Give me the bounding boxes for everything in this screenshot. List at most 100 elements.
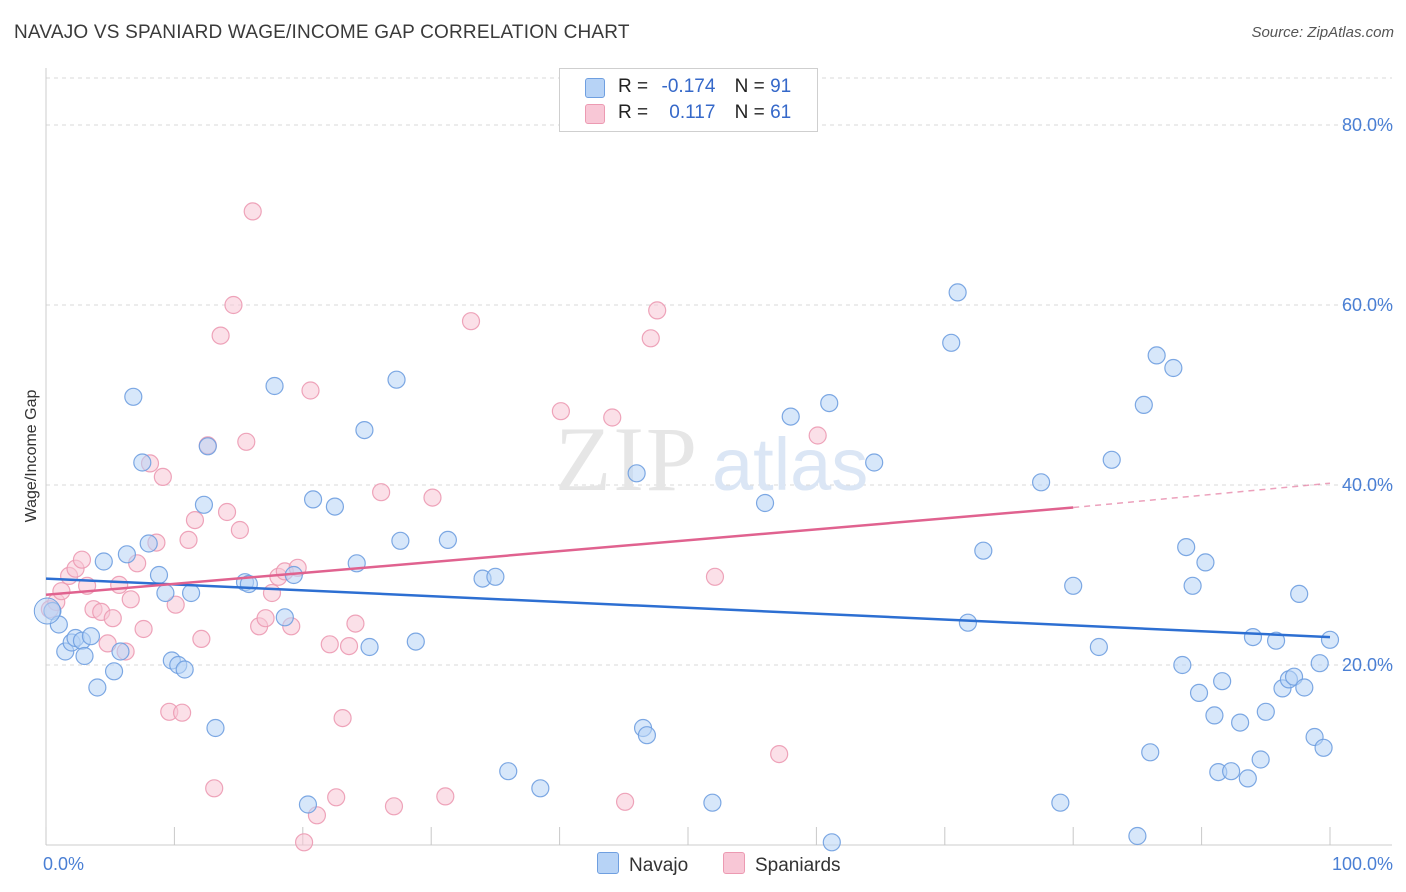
watermark-atlas: atlas (712, 423, 868, 506)
spaniards-point-56 (641, 329, 660, 348)
navajo-point-53 (942, 333, 961, 352)
navajo-point-7 (81, 627, 101, 646)
navajo-r-label: R = (618, 76, 649, 97)
spaniards-point-53 (551, 402, 570, 421)
navajo-point-62 (1128, 826, 1147, 846)
navajo-n-label: N = (734, 76, 765, 97)
bottom-spaniards-swatch (723, 852, 745, 874)
spaniards-point-32 (243, 202, 262, 221)
spaniards-n-label: N = (734, 102, 765, 123)
navajo-point-17 (156, 583, 175, 603)
navajo-point-23 (198, 437, 217, 456)
watermark-zip: ZIP (555, 408, 699, 510)
spaniards-point-22 (179, 530, 198, 550)
navajo-point-63 (1134, 395, 1153, 414)
spaniards-trendline (45, 506, 1074, 597)
spaniards-point-35 (262, 583, 282, 603)
navajo-point-90 (1320, 630, 1340, 649)
x-tick-label-min: 0.0% (43, 854, 84, 874)
navajo-point-76 (1231, 713, 1250, 732)
spaniards-point-34 (256, 609, 275, 628)
navajo-r-value: -0.174 (661, 76, 716, 97)
spaniards-points (40, 202, 827, 852)
spaniards-point-46 (339, 636, 359, 656)
navajo-point-71 (1196, 553, 1215, 572)
navajo-point-8 (88, 678, 107, 697)
bottom-legend-navajo: Navajo (597, 852, 688, 877)
navajo-point-78 (1243, 627, 1263, 647)
spaniards-point-51 (436, 787, 455, 806)
spaniards-point-11 (110, 575, 129, 595)
navajo-point-48 (755, 493, 775, 513)
navajo-point-27 (265, 376, 284, 396)
navajo-point-24 (206, 718, 225, 738)
navajo-point-34 (355, 421, 374, 440)
spaniards-point-52 (461, 312, 481, 331)
navajo-point-30 (298, 795, 318, 814)
navajo-point-67 (1173, 655, 1192, 675)
navajo-point-68 (1177, 537, 1196, 557)
spaniards-point-59 (770, 744, 789, 764)
spaniards-point-10 (103, 609, 122, 628)
navajo-point-56 (974, 541, 993, 560)
navajo-point-14 (133, 453, 152, 472)
navajo-point-69 (1183, 576, 1202, 595)
navajo-point-16 (149, 565, 169, 585)
navajo-point-52 (865, 453, 884, 472)
spaniards-trendline-extension (1073, 482, 1331, 509)
bottom-legend-spaniards: Spaniards (723, 852, 841, 877)
bottom-navajo-swatch (597, 852, 619, 874)
bottom-spaniards-label: Spaniards (755, 855, 841, 876)
navajo-trendline (45, 577, 1331, 639)
spaniards-point-50 (423, 488, 442, 507)
navajo-point-57 (1031, 473, 1051, 492)
bottom-navajo-label: Navajo (629, 855, 689, 876)
navajo-point-65 (1147, 346, 1166, 365)
spaniards-point-58 (705, 567, 725, 586)
spaniards-point-20 (166, 595, 185, 614)
spaniards-point-27 (211, 326, 230, 345)
navajo-point-6 (75, 646, 94, 666)
navajo-point-15 (139, 534, 158, 553)
spaniards-point-21 (173, 703, 192, 722)
navajo-point-51 (822, 833, 841, 852)
navajo-point-13 (124, 387, 143, 406)
y-axis-label: Wage/Income Gap (23, 390, 40, 523)
navajo-point-9 (94, 552, 113, 571)
navajo-point-81 (1266, 631, 1286, 650)
spaniards-point-57 (648, 301, 667, 320)
spaniards-point-45 (333, 708, 352, 728)
spaniards-n-value: 61 (770, 102, 792, 123)
navajo-point-60 (1089, 637, 1108, 657)
navajo-point-70 (1189, 683, 1209, 703)
spaniards-point-43 (320, 635, 339, 654)
navajo-point-75 (1222, 762, 1241, 781)
navajo-point-28 (275, 608, 294, 627)
navajo-point-10 (104, 662, 124, 681)
navajo-point-59 (1064, 576, 1083, 595)
y-tick-label-20: 20.0% (1342, 655, 1393, 675)
spaniards-swatch (585, 104, 605, 124)
navajo-point-37 (391, 531, 410, 550)
navajo-point-61 (1102, 450, 1121, 469)
spaniards-point-29 (224, 295, 243, 315)
spaniards-point-13 (121, 590, 140, 609)
navajo-point-36 (387, 370, 406, 389)
spaniards-point-26 (205, 779, 224, 798)
navajo-point-50 (820, 394, 839, 413)
navajo-point-12 (117, 545, 136, 564)
spaniards-point-55 (615, 792, 635, 811)
navajo-point-11 (111, 642, 130, 661)
spaniards-point-2 (52, 582, 71, 601)
x-tick-label-max: 100.0% (1332, 854, 1393, 874)
navajo-point-74 (1213, 672, 1232, 691)
navajo-point-66 (1164, 358, 1183, 378)
spaniards-point-60 (808, 426, 827, 445)
navajo-point-89 (1314, 738, 1333, 757)
spaniards-r-label: R = (618, 102, 649, 123)
navajo-point-35 (360, 637, 379, 657)
source-note: Source: ZipAtlas.com (1251, 24, 1394, 41)
watermark: ZIP atlas (555, 408, 868, 510)
navajo-point-43 (531, 779, 550, 798)
